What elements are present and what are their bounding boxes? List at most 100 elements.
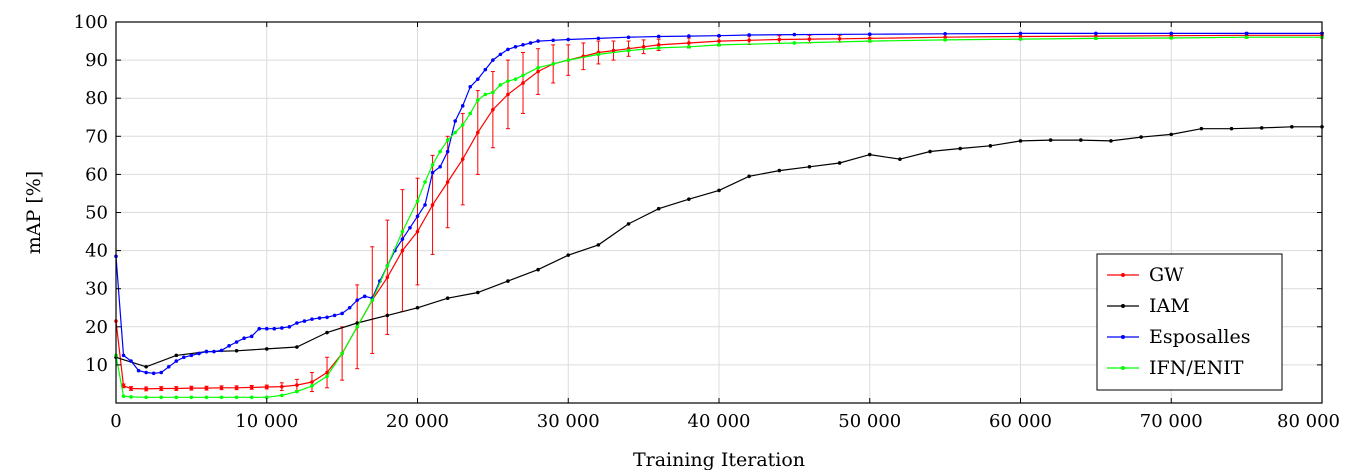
data-point	[656, 34, 661, 39]
data-point	[129, 359, 133, 363]
data-point	[1094, 36, 1098, 41]
legend-label: GW	[1149, 264, 1184, 286]
legend-marker	[1121, 335, 1125, 339]
data-point	[295, 389, 299, 394]
data-point	[280, 326, 284, 330]
data-point	[129, 395, 133, 399]
data-point	[400, 248, 405, 253]
data-point	[445, 180, 450, 184]
data-point	[536, 267, 540, 272]
data-point	[483, 67, 488, 72]
data-point	[340, 311, 344, 316]
data-point	[408, 225, 412, 230]
data-point	[1169, 31, 1174, 36]
legend-label: Esposalles	[1149, 326, 1250, 348]
data-point	[460, 123, 465, 127]
y-tick-label: 10	[85, 355, 108, 376]
data-point	[219, 395, 224, 400]
data-point	[400, 229, 405, 234]
data-point	[264, 347, 269, 351]
y-tick-label: 60	[85, 164, 108, 185]
data-point	[491, 58, 495, 62]
data-point	[197, 351, 201, 356]
data-point	[430, 170, 435, 175]
data-point	[264, 385, 269, 389]
data-point	[212, 349, 216, 354]
data-point	[219, 348, 224, 353]
data-point	[867, 36, 872, 41]
data-point	[536, 39, 540, 43]
x-tick-label: 30 000	[537, 411, 600, 432]
data-point	[491, 90, 495, 95]
x-tick-label: 0	[110, 411, 121, 432]
data-point	[121, 384, 126, 388]
data-point	[423, 180, 427, 184]
data-point	[626, 222, 631, 226]
data-point	[144, 365, 148, 369]
data-point	[204, 349, 209, 354]
data-point	[453, 130, 457, 135]
data-point	[687, 197, 691, 201]
x-tick-label: 10 000	[235, 411, 298, 432]
data-point	[340, 351, 344, 356]
data-point	[302, 319, 307, 323]
data-point	[747, 33, 751, 37]
y-axis-ticks: 10 20 30 40 50 60 70 80 90 100	[74, 12, 1322, 376]
data-point	[272, 326, 277, 331]
data-point	[566, 58, 571, 62]
data-point	[385, 275, 390, 280]
x-tick-label: 50 000	[838, 411, 901, 432]
data-point	[438, 164, 442, 169]
data-point	[476, 77, 480, 81]
data-point	[280, 384, 284, 389]
data-point	[264, 395, 269, 400]
data-point	[159, 395, 164, 400]
data-point	[747, 174, 751, 179]
data-point	[528, 41, 533, 45]
data-point	[460, 157, 465, 161]
data-point	[596, 52, 601, 57]
data-point	[1048, 138, 1053, 142]
data-point	[1229, 126, 1234, 131]
data-point	[310, 317, 314, 321]
data-point	[189, 386, 194, 390]
y-tick-label: 50	[85, 203, 108, 224]
data-point	[943, 35, 947, 40]
data-point	[1290, 124, 1294, 129]
data-point	[144, 370, 148, 375]
data-point	[325, 374, 329, 379]
y-tick-label: 30	[85, 279, 108, 300]
x-tick-label: 80 000	[1277, 411, 1340, 432]
data-point	[1018, 37, 1023, 41]
x-tick-label: 40 000	[688, 411, 751, 432]
data-point	[385, 313, 390, 318]
data-point	[166, 365, 171, 369]
data-point	[1244, 31, 1249, 36]
data-point	[1139, 135, 1143, 139]
data-point	[468, 111, 473, 116]
data-point	[506, 47, 510, 52]
data-point	[687, 41, 691, 45]
data-point	[355, 325, 360, 329]
data-point	[1259, 126, 1264, 130]
data-point	[174, 359, 179, 363]
data-point	[249, 334, 254, 339]
data-point	[385, 264, 390, 268]
data-point	[596, 36, 601, 41]
data-point	[717, 188, 721, 193]
data-point	[656, 46, 661, 50]
data-point	[136, 368, 141, 373]
data-point	[807, 164, 812, 169]
data-point	[287, 325, 292, 329]
data-point	[219, 385, 224, 390]
data-point	[234, 349, 239, 353]
data-point	[1244, 35, 1249, 40]
data-point	[144, 387, 148, 391]
data-point	[295, 383, 299, 387]
data-point	[189, 353, 194, 358]
data-point	[468, 84, 473, 89]
data-point	[325, 370, 329, 375]
data-point	[182, 355, 186, 360]
data-point	[280, 393, 284, 398]
data-point	[717, 39, 721, 43]
